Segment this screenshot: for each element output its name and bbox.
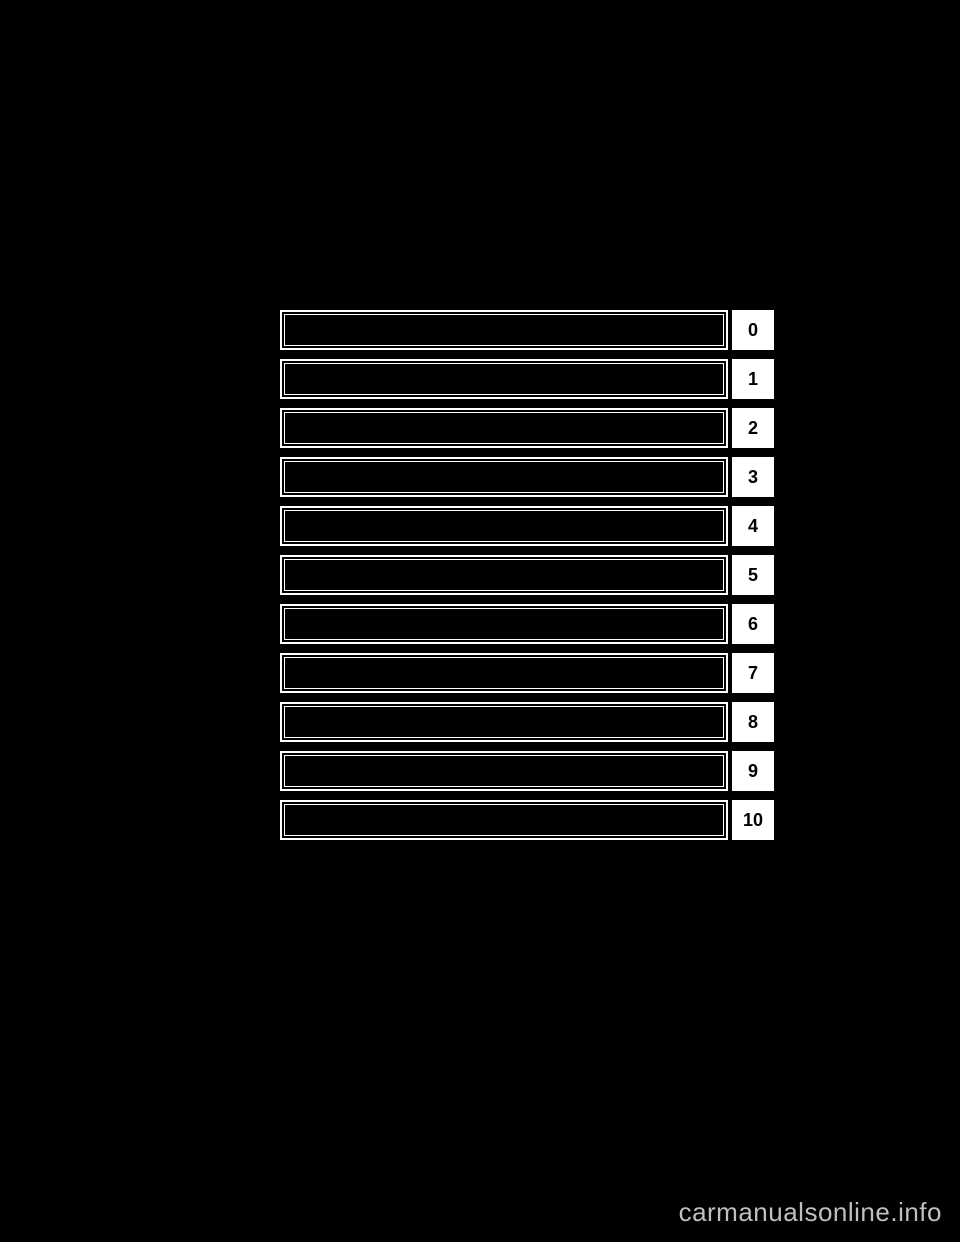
tab-number: 6: [748, 614, 758, 635]
toc-row-inner: [284, 412, 724, 444]
chapter-tab-5[interactable]: 5: [732, 555, 774, 595]
chapter-tab-6[interactable]: 6: [732, 604, 774, 644]
toc-row[interactable]: [280, 702, 728, 742]
toc-row[interactable]: [280, 800, 728, 840]
tab-number: 1: [748, 369, 758, 390]
chapter-tab-0[interactable]: 0: [732, 310, 774, 350]
toc-row[interactable]: [280, 555, 728, 595]
toc-row-inner: [284, 363, 724, 395]
chapter-tabs: 0 1 2 3 4 5 6 7 8 9 10: [732, 310, 774, 849]
tab-number: 7: [748, 663, 758, 684]
toc-row[interactable]: [280, 457, 728, 497]
tab-number: 0: [748, 320, 758, 341]
toc-row-inner: [284, 755, 724, 787]
toc-row[interactable]: [280, 408, 728, 448]
chapter-tab-3[interactable]: 3: [732, 457, 774, 497]
chapter-tab-10[interactable]: 10: [732, 800, 774, 840]
chapter-tab-2[interactable]: 2: [732, 408, 774, 448]
toc-row-inner: [284, 706, 724, 738]
toc-row-inner: [284, 559, 724, 591]
tab-number: 5: [748, 565, 758, 586]
tab-number: 9: [748, 761, 758, 782]
toc-row[interactable]: [280, 751, 728, 791]
chapter-tab-4[interactable]: 4: [732, 506, 774, 546]
toc-row-inner: [284, 657, 724, 689]
toc-row-inner: [284, 510, 724, 542]
tab-number: 4: [748, 516, 758, 537]
toc-row[interactable]: [280, 310, 728, 350]
toc-row[interactable]: [280, 604, 728, 644]
toc-row-inner: [284, 804, 724, 836]
page-root: 0 1 2 3 4 5 6 7 8 9 10 carmanualsonline.…: [0, 0, 960, 1242]
toc-row-inner: [284, 461, 724, 493]
tab-number: 10: [743, 810, 763, 831]
tab-number: 3: [748, 467, 758, 488]
toc-row-inner: [284, 314, 724, 346]
toc-list: [280, 310, 728, 849]
chapter-tab-8[interactable]: 8: [732, 702, 774, 742]
toc-row[interactable]: [280, 653, 728, 693]
chapter-tab-7[interactable]: 7: [732, 653, 774, 693]
toc-row[interactable]: [280, 359, 728, 399]
tab-number: 2: [748, 418, 758, 439]
tab-number: 8: [748, 712, 758, 733]
chapter-tab-1[interactable]: 1: [732, 359, 774, 399]
watermark-text: carmanualsonline.info: [679, 1197, 942, 1228]
toc-row-inner: [284, 608, 724, 640]
chapter-tab-9[interactable]: 9: [732, 751, 774, 791]
toc-row[interactable]: [280, 506, 728, 546]
